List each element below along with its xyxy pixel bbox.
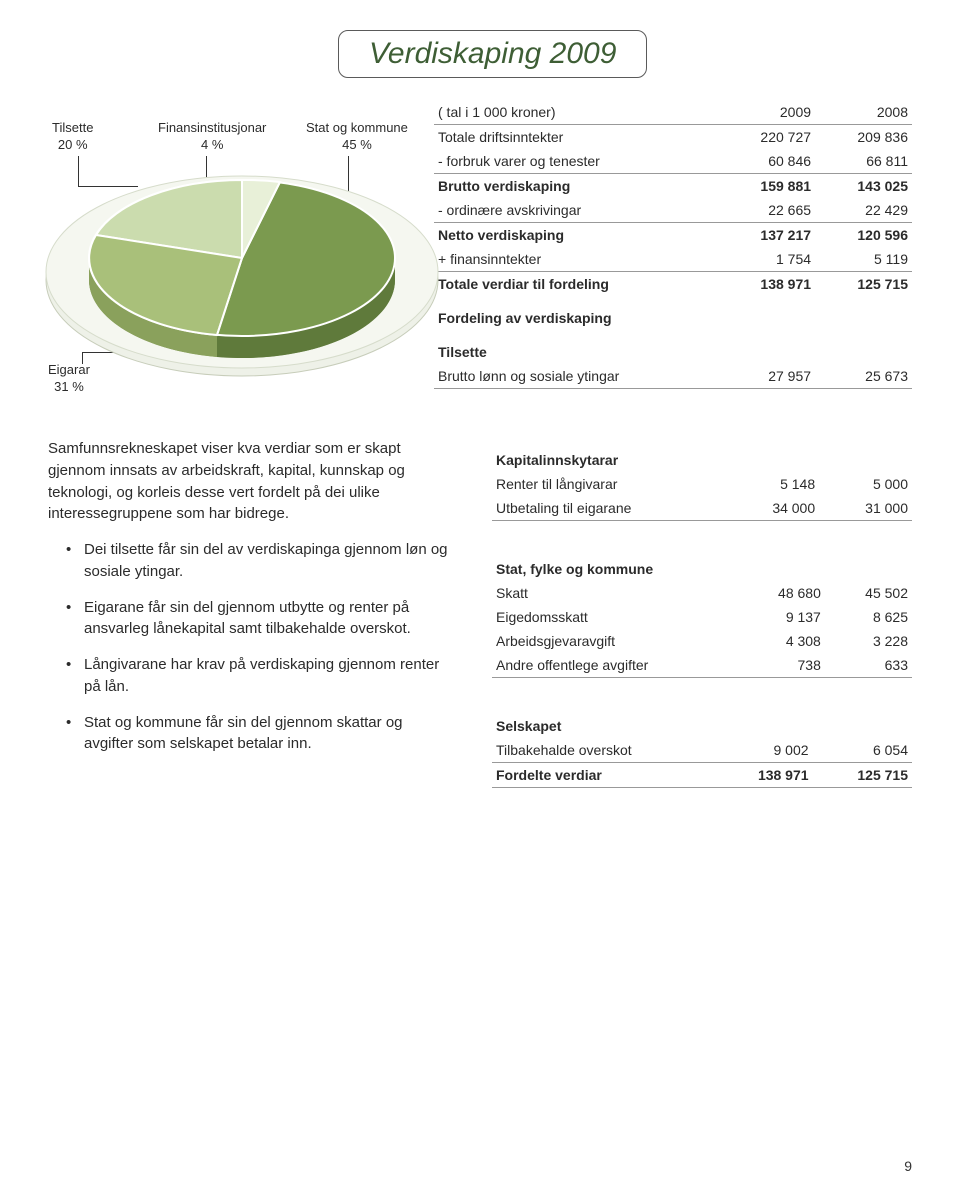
row-value: 5 000 [819,472,912,496]
row-value: 22 665 [718,198,815,223]
row-value: 137 217 [718,223,815,248]
row-value: 633 [825,653,912,678]
table-main: ( tal i 1 000 kroner) 2009 2008 Totale d… [434,100,912,430]
pie-chart: Tilsette20 % Finansinstitusjonar4 % Stat… [48,100,434,430]
row-value: 8 625 [825,605,912,629]
table-kapital: Kapitalinnskytarar Renter til långivarar… [492,438,912,521]
bullet-item: Stat og kommune får sin del gjennom skat… [48,712,452,756]
intro-paragraph: Samfunnsrekneskapet viser kva verdiar so… [48,438,452,525]
row-value: 3 228 [825,629,912,653]
row-value: 143 025 [815,174,912,199]
row-label: Brutto verdiskaping [434,174,718,199]
row-value: 209 836 [815,125,912,150]
row-value: 1 754 [718,247,815,272]
row-value: 738 [738,653,825,678]
body-text: Samfunnsrekneskapet viser kva verdiar so… [48,438,452,788]
row-label: Totale driftsinntekter [434,125,718,150]
row-value: 138 971 [713,763,812,788]
section-heading: Tilsette [434,330,912,364]
row-label: - forbruk varer og tenester [434,149,718,174]
section-heading: Selskapet [492,704,912,738]
page-number: 9 [904,1158,912,1174]
pie-svg [42,140,442,400]
row-value: 6 054 [813,738,912,763]
row-value: 138 971 [718,272,815,297]
row-label: Fordelte verdiar [492,763,713,788]
row-value: 5 148 [726,472,819,496]
row-label: Eigedomsskatt [492,605,738,629]
row-label: Utbetaling til eigarane [492,496,726,521]
row-value: 159 881 [718,174,815,199]
col-header: 2009 [718,100,815,125]
bullet-item: Dei tilsette får sin del av verdiskaping… [48,539,452,583]
row-label: Brutto lønn og sosiale ytingar [434,364,718,389]
row-value: 60 846 [718,149,815,174]
row-value: 125 715 [813,763,912,788]
section-heading: Stat, fylke og kommune [492,547,912,581]
table-stat: Stat, fylke og kommune Skatt48 68045 502… [492,547,912,678]
page-title: Verdiskaping 2009 [338,30,647,78]
row-label: + finansinntekter [434,247,718,272]
row-value: 4 308 [738,629,825,653]
row-label: Andre offentlege avgifter [492,653,738,678]
row-value: 48 680 [738,581,825,605]
row-label: Arbeidsgjevaravgift [492,629,738,653]
row-label: Skatt [492,581,738,605]
table-selskapet: Selskapet Tilbakehalde overskot9 0026 05… [492,704,912,788]
row-value: 45 502 [825,581,912,605]
row-value: 9 137 [738,605,825,629]
col-header: 2008 [815,100,912,125]
row-value: 120 596 [815,223,912,248]
row-value: 125 715 [815,272,912,297]
row-label: Tilbakehalde overskot [492,738,713,763]
row-value: 66 811 [815,149,912,174]
row-value: 22 429 [815,198,912,223]
row-value: 31 000 [819,496,912,521]
row-label: Renter til långivarar [492,472,726,496]
row-value: 220 727 [718,125,815,150]
row-value: 5 119 [815,247,912,272]
bullet-item: Långivarane har krav på verdiskaping gje… [48,654,452,698]
bullet-list: Dei tilsette får sin del av verdiskaping… [48,539,452,755]
row-label: - ordinære avskrivingar [434,198,718,223]
row-label: Netto verdiskaping [434,223,718,248]
row-value: 9 002 [713,738,812,763]
col-header: ( tal i 1 000 kroner) [434,100,718,125]
page-title-wrap: Verdiskaping 2009 [338,30,912,78]
section-heading: Fordeling av verdiskaping [434,296,912,330]
row-value: 27 957 [718,364,815,389]
row-value: 25 673 [815,364,912,389]
section-heading: Kapitalinnskytarar [492,438,912,472]
bullet-item: Eigarane får sin del gjennom utbytte og … [48,597,452,641]
row-label: Totale verdiar til fordeling [434,272,718,297]
row-value: 34 000 [726,496,819,521]
